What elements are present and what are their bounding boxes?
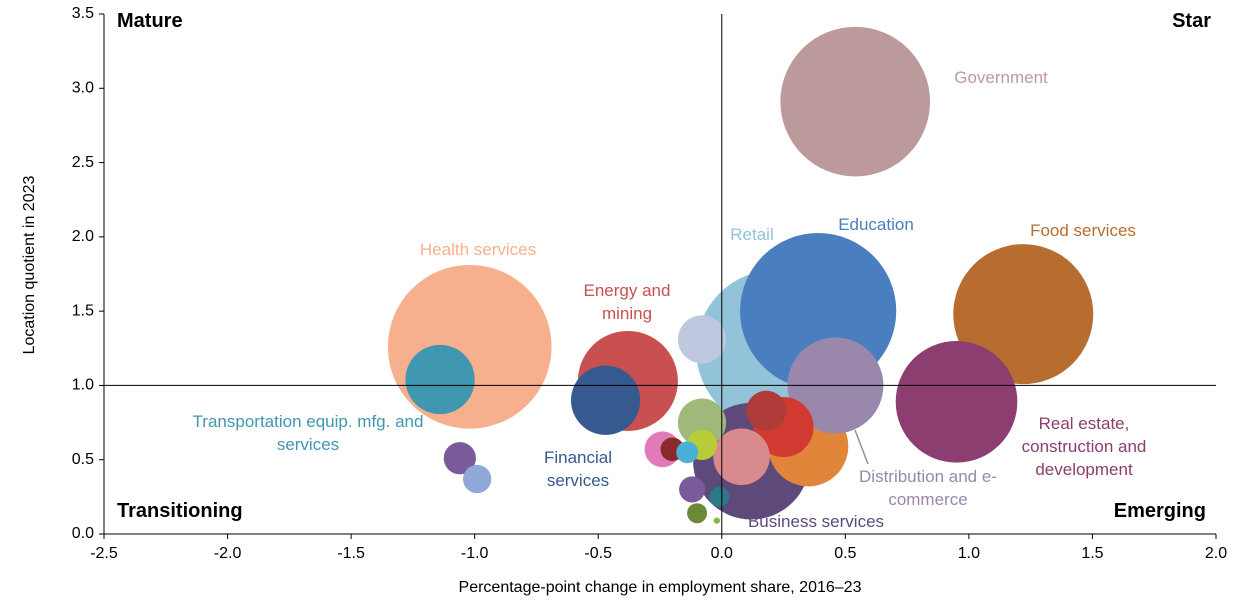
bubble-label: Food services: [1030, 221, 1136, 240]
x-tick-label: 1.0: [958, 545, 980, 562]
bubble: [677, 398, 727, 447]
bubble: [677, 315, 727, 364]
bubble-label: Transportation equip. mfg. and services: [192, 412, 424, 454]
x-tick-label: 2.0: [1205, 545, 1227, 562]
y-tick-label: 1.0: [72, 377, 94, 394]
bubble-label: Retail: [730, 225, 774, 244]
bubble: [895, 340, 1018, 463]
y-tick-label: 0.5: [72, 451, 94, 468]
y-tick-label: 0.0: [72, 525, 94, 542]
bubble: [746, 390, 787, 431]
bubble-label: Distribution and e-commerce: [859, 467, 997, 509]
quadrant-label: Mature: [117, 10, 183, 32]
quadrant-label: Transitioning: [117, 500, 243, 522]
x-axis-title: Percentage-point change in employment sh…: [459, 579, 862, 596]
y-tick-label: 3.5: [72, 5, 94, 22]
y-tick-label: 2.5: [72, 154, 94, 171]
y-tick-label: 3.0: [72, 80, 94, 97]
bubble: [405, 344, 475, 415]
bubble: [953, 244, 1094, 385]
bubble-label: Government: [954, 68, 1048, 87]
x-tick-label: -1.5: [337, 545, 365, 562]
bubble: [387, 264, 552, 429]
bubble: [687, 503, 708, 524]
bubble-label: Real estate, construction and developmen…: [1021, 414, 1147, 479]
x-tick-label: -2.5: [90, 545, 118, 562]
bubble: [679, 476, 706, 503]
bubble-label: Education: [838, 215, 914, 234]
bubble-label: Financial services: [543, 448, 613, 490]
quadrant-label: Emerging: [1113, 500, 1206, 522]
x-tick-label: -1.0: [461, 545, 489, 562]
bubble: [713, 428, 770, 486]
bubble: [570, 365, 641, 435]
bubble: [676, 441, 699, 464]
y-tick-label: 2.0: [72, 228, 94, 245]
y-axis-title: Location quotient in 2023: [21, 175, 38, 354]
x-tick-label: -2.0: [214, 545, 242, 562]
x-tick-label: 0.5: [834, 545, 856, 562]
x-tick-label: 1.5: [1081, 545, 1103, 562]
bubble: [713, 517, 720, 524]
bubble: [780, 26, 931, 177]
leader-line: [854, 429, 869, 465]
quadrant-label: Star: [1172, 10, 1211, 32]
y-tick-label: 1.5: [72, 302, 94, 319]
bubble-label: Health services: [419, 240, 537, 259]
bubble: [709, 486, 730, 507]
bubble-label: Business services: [747, 512, 885, 531]
bubble: [443, 442, 476, 475]
x-tick-label: -0.5: [584, 545, 612, 562]
x-tick-label: 0.0: [711, 545, 733, 562]
bubble: [462, 464, 492, 494]
bubble-label: Energy and mining: [583, 281, 671, 323]
